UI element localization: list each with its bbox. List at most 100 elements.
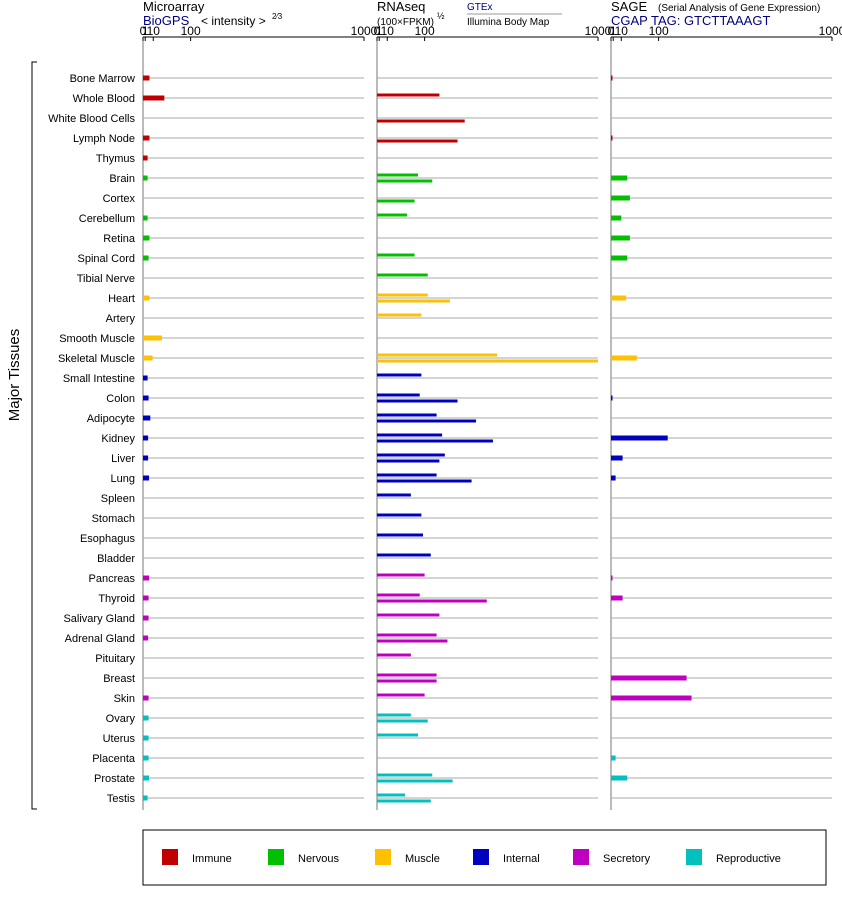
- sage-subtitle: (Serial Analysis of Gene Expression): [658, 3, 820, 14]
- microarray-bar: [143, 455, 149, 461]
- sage-bar: [611, 595, 623, 601]
- rnaseq-illumina-bar: [377, 119, 465, 123]
- legend-swatch: [375, 849, 391, 865]
- microarray-bar: [143, 595, 149, 601]
- sage-bar: [611, 135, 613, 141]
- rnaseq-gtex-bar: [377, 353, 497, 357]
- rnaseq-gtex-bar: [377, 513, 422, 517]
- rnaseq-illumina-bar: [377, 459, 440, 463]
- tissue-label: Esophagus: [80, 533, 136, 545]
- tissue-label: Tibial Nerve: [77, 273, 135, 285]
- tissue-label: Stomach: [92, 513, 135, 525]
- rnaseq-illumina-bar: [377, 179, 433, 183]
- rnaseq-gtex-bar: [377, 673, 437, 677]
- rnaseq-gtex-bar: [377, 213, 407, 217]
- tissue-label: Artery: [106, 313, 136, 325]
- tissue-label: White Blood Cells: [48, 113, 135, 125]
- rnaseq-title: RNAseq: [377, 0, 425, 14]
- tissue-label: Ovary: [106, 713, 136, 725]
- tissue-label: Spleen: [101, 493, 135, 505]
- sage-panel: SAGE (Serial Analysis of Gene Expression…: [611, 0, 820, 28]
- rnaseq-gtex-bar: [377, 473, 437, 477]
- sage-title: SAGE: [611, 0, 647, 14]
- microarray-bar: [143, 175, 148, 181]
- microarray-bar: [143, 375, 148, 381]
- rnaseq-illumina-bar: [377, 419, 477, 423]
- rnaseq-illumina-bar: [377, 679, 437, 683]
- rnaseq-gtex-bar: [377, 453, 445, 457]
- tissue-label: Whole Blood: [73, 93, 135, 105]
- tissue-label: Breast: [103, 673, 135, 685]
- sage-bar: [611, 215, 622, 221]
- tissue-label: Heart: [108, 293, 135, 305]
- sage-bar: [611, 395, 613, 401]
- x-tick-label: 100: [181, 24, 201, 38]
- tissue-label: Salivary Gland: [63, 613, 135, 625]
- legend-label: Secretory: [603, 853, 651, 865]
- rnaseq-gtex-bar: [377, 553, 431, 557]
- x-tick-label: 1: [610, 24, 617, 38]
- rnaseq-illumina-bar: [377, 719, 428, 723]
- tissue-label: Pituitary: [95, 653, 135, 665]
- legend-swatch: [162, 849, 178, 865]
- rnaseq-gtex-bar: [377, 93, 440, 97]
- sage-bar: [611, 355, 637, 361]
- microarray-bar: [143, 355, 153, 361]
- microarray-bar: [143, 75, 150, 81]
- legend-label: Reproductive: [716, 853, 781, 865]
- legend-swatch: [473, 849, 489, 865]
- microarray-bar: [143, 795, 148, 801]
- rnaseq-gtex-bar: [377, 273, 428, 277]
- x-tick-label: 1000: [351, 24, 378, 38]
- rnaseq-series-illumina-label: Illumina Body Map: [467, 17, 550, 28]
- rnaseq-gtex-bar: [377, 593, 420, 597]
- rnaseq-gtex-bar: [377, 693, 425, 697]
- sage-bar: [611, 175, 628, 181]
- rnaseq-gtex-bar: [377, 253, 415, 257]
- sage-bar: [611, 75, 613, 81]
- x-tick-label: 1000: [585, 24, 612, 38]
- rnaseq-gtex-bar: [377, 293, 428, 297]
- microarray-bar: [143, 155, 148, 161]
- rnaseq-illumina-bar: [377, 639, 448, 643]
- tissue-label: Cerebellum: [79, 213, 135, 225]
- tissue-label: Prostate: [94, 773, 135, 785]
- sage-bar: [611, 475, 616, 481]
- tissue-label: Adipocyte: [87, 413, 135, 425]
- sage-bar: [611, 755, 616, 761]
- microarray-bar: [143, 215, 148, 221]
- microarray-bar: [143, 235, 150, 241]
- rnaseq-units-exponent: ½: [437, 11, 445, 21]
- rnaseq-units: (100×FPKM): [377, 17, 434, 28]
- sage-bar: [611, 455, 623, 461]
- y-axis-bracket: [31, 61, 37, 810]
- tissue-label: Adrenal Gland: [65, 633, 135, 645]
- rnaseq-gtex-bar: [377, 433, 443, 437]
- tissue-label: Brain: [109, 173, 135, 185]
- rnaseq-gtex-bar: [377, 493, 411, 497]
- legend-label: Nervous: [298, 853, 339, 865]
- tissue-label: Thymus: [96, 153, 136, 165]
- sage-bar: [611, 255, 628, 261]
- microarray-bar: [143, 575, 150, 581]
- tissue-label: Bone Marrow: [70, 73, 135, 85]
- microarray-bar: [143, 475, 150, 481]
- x-tick-label: 0: [608, 24, 615, 38]
- rnaseq-illumina-bar: [377, 139, 458, 143]
- microarray-source: BioGPS: [143, 13, 190, 28]
- x-tick-label: 10: [147, 24, 161, 38]
- legend-swatch: [573, 849, 589, 865]
- x-tick-label: 0: [374, 24, 381, 38]
- rnaseq-panel: RNAseq (100×FPKM) ½ GTEx Illumina Body M…: [377, 0, 562, 28]
- microarray-bar: [143, 295, 150, 301]
- microarray-bar: [143, 715, 149, 721]
- x-tick-label: 10: [381, 24, 395, 38]
- microarray-bar: [143, 635, 149, 641]
- sage-bar: [611, 195, 630, 201]
- microarray-bar: [143, 395, 149, 401]
- microarray-bar: [143, 755, 149, 761]
- rnaseq-gtex-bar: [377, 173, 419, 177]
- rnaseq-gtex-bar: [377, 613, 440, 617]
- sage-tag: CGAP TAG: GTCTTAAAGT: [611, 13, 770, 28]
